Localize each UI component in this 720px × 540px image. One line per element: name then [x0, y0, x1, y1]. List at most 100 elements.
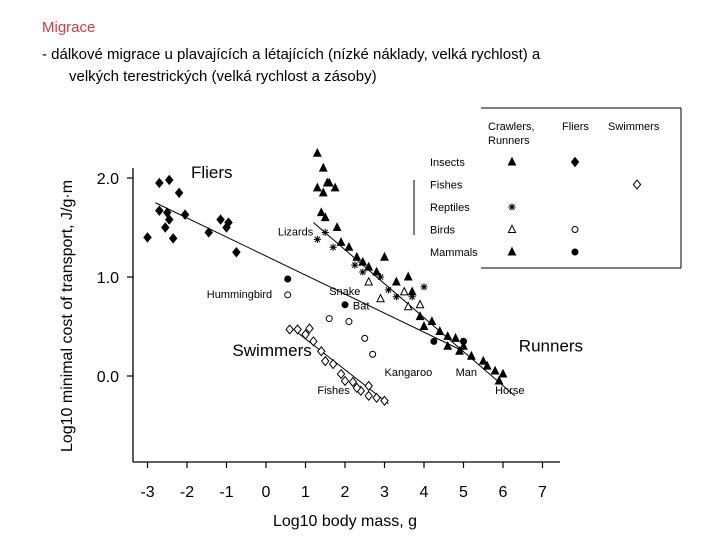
axis-ticks: -3 -2 -1 0 1 2 3 4 5 6 7 2.0 1.0 0.0	[97, 171, 547, 501]
x-tick-label: 4	[420, 484, 429, 501]
x-tick-label: -1	[219, 484, 233, 501]
point-reptiles-star	[351, 261, 359, 269]
point-insects-triangle	[391, 276, 401, 286]
legend-marker-flier-mammals	[571, 248, 579, 256]
point-insects-triangle	[318, 162, 328, 172]
point-birds-circle-open	[361, 334, 369, 342]
point-fishes-diamond-open	[340, 375, 350, 387]
x-axis-label: Log10 body mass, g	[273, 513, 417, 530]
x-tick-label: 3	[380, 484, 389, 501]
point-insects-triangle	[330, 182, 340, 192]
x-tick-label: 1	[301, 484, 310, 501]
group-label-swimmers: Swimmers	[232, 341, 311, 360]
point-insects-triangle	[312, 182, 322, 192]
point-fishes-diamond-open	[364, 380, 373, 392]
point-insects-diamond	[155, 205, 164, 216]
y-tick-label: 1.0	[97, 270, 119, 287]
point-fishes-diamond-open	[321, 355, 330, 367]
legend-row-label: Insects	[430, 157, 465, 169]
point-mammals-triangle	[459, 340, 468, 350]
x-tick-label: 0	[262, 484, 271, 501]
point-insects-diamond	[216, 214, 225, 225]
point-fishes-diamond-open	[328, 358, 338, 370]
legend-row-label: Reptiles	[430, 202, 470, 214]
point-insects-triangle	[316, 207, 326, 217]
legend-marker-flier-birds	[571, 226, 579, 233]
point-reptiles-star	[420, 283, 428, 291]
point-insects-diamond	[155, 177, 164, 189]
point-mammals-triangle	[478, 355, 488, 365]
point-insects-diamond	[224, 217, 233, 228]
point-mammals-triangle	[443, 331, 453, 340]
y-axis-label: Log10 minimal cost of transport, J/g·m	[59, 180, 76, 452]
point-birds-circle-open	[284, 291, 292, 299]
legend-column-header: Fliers	[562, 121, 589, 133]
point-mammals-triangle	[498, 368, 508, 378]
legend-column-header: Swimmers	[608, 121, 660, 133]
point-mammals-triangle	[455, 345, 464, 355]
point-fishes-diamond-open	[293, 324, 302, 335]
legend-box	[481, 110, 681, 268]
x-tick-label: 2	[341, 484, 350, 501]
annotation-man: Man	[456, 367, 477, 379]
point-fishes-diamond-open	[348, 376, 358, 388]
annotation-hummingbird: Hummingbird	[207, 289, 272, 301]
point-fishes-diamond-open	[305, 323, 314, 334]
legend-marker-runner-reptiles	[508, 203, 516, 211]
point-insects-triangle	[318, 187, 328, 197]
point-fishes-diamond-open	[352, 382, 362, 394]
point-insects-diamond	[232, 247, 241, 258]
point-mammals-triangle	[415, 311, 425, 321]
point-birds-triangle-open	[376, 293, 385, 303]
data-points	[143, 147, 508, 406]
legend-marker-swimmer-fishes	[632, 179, 642, 190]
annotation-horse: Horse	[495, 385, 524, 397]
point-mammals-triangle	[466, 350, 476, 360]
group-label-runners: Runners	[519, 336, 583, 355]
point-mammals-triangle	[451, 333, 461, 342]
x-tick-label: -2	[180, 484, 194, 501]
point-insects-triangle	[352, 251, 362, 261]
point-mammals-triangle	[490, 365, 500, 375]
regression-line-swimmers	[289, 326, 389, 405]
x-tick-label: -3	[140, 484, 154, 501]
point-mammals-triangle	[494, 375, 504, 385]
point-fishes-diamond-open	[372, 392, 381, 403]
point-birds-circle-open	[325, 315, 333, 323]
annotation-snake: Snake	[329, 286, 360, 298]
point-insects-diamond	[168, 233, 178, 244]
point-insects-diamond	[164, 214, 174, 225]
legend-marker-runner-mammals	[507, 246, 517, 256]
point-fishes-diamond-open	[364, 390, 373, 401]
chart-labels: Fliers Swimmers Runners Lizards Hummingbird S…	[191, 163, 583, 397]
point-birds-circle-open	[369, 350, 377, 358]
point-insects-diamond	[204, 227, 213, 238]
slide-title: Migrace	[42, 19, 96, 36]
point-birds-triangle-open	[399, 286, 409, 296]
annotation-fishes: Fishes	[317, 385, 350, 397]
bullet-line-1: - dálkové migrace u plavajících a létají…	[42, 46, 541, 63]
legend: Crawlers, Runners Fliers Swimmers Insects Fis…	[413, 107, 682, 269]
y-tick-label: 2.0	[97, 171, 119, 188]
point-insects-triangle	[312, 147, 322, 157]
point-birds-circle-open	[345, 318, 353, 326]
legend-row-label: Birds	[430, 225, 456, 237]
point-insects-diamond	[180, 209, 190, 220]
legend-marker-flier-insects	[570, 156, 580, 168]
point-insects-triangle	[358, 256, 368, 266]
bullet-line-2: velkých terestrických (velká rychlost a …	[69, 68, 377, 85]
point-insects-diamond	[161, 222, 170, 233]
point-insects-triangle	[322, 177, 332, 187]
point-reptiles-star	[384, 286, 393, 294]
point-insects-triangle	[344, 241, 354, 251]
point-insects-diamond	[164, 174, 174, 186]
annotation-lizards: Lizards	[278, 226, 314, 238]
point-insects-diamond	[174, 187, 184, 199]
regression-line-fliers	[155, 202, 464, 352]
point-fishes-diamond-open	[317, 346, 326, 357]
point-fishes-diamond-open	[309, 336, 318, 347]
group-label-fliers: Fliers	[191, 163, 233, 182]
legend-column-header: Crawlers, Runners	[488, 121, 534, 147]
point-mammals-triangle	[427, 316, 437, 326]
